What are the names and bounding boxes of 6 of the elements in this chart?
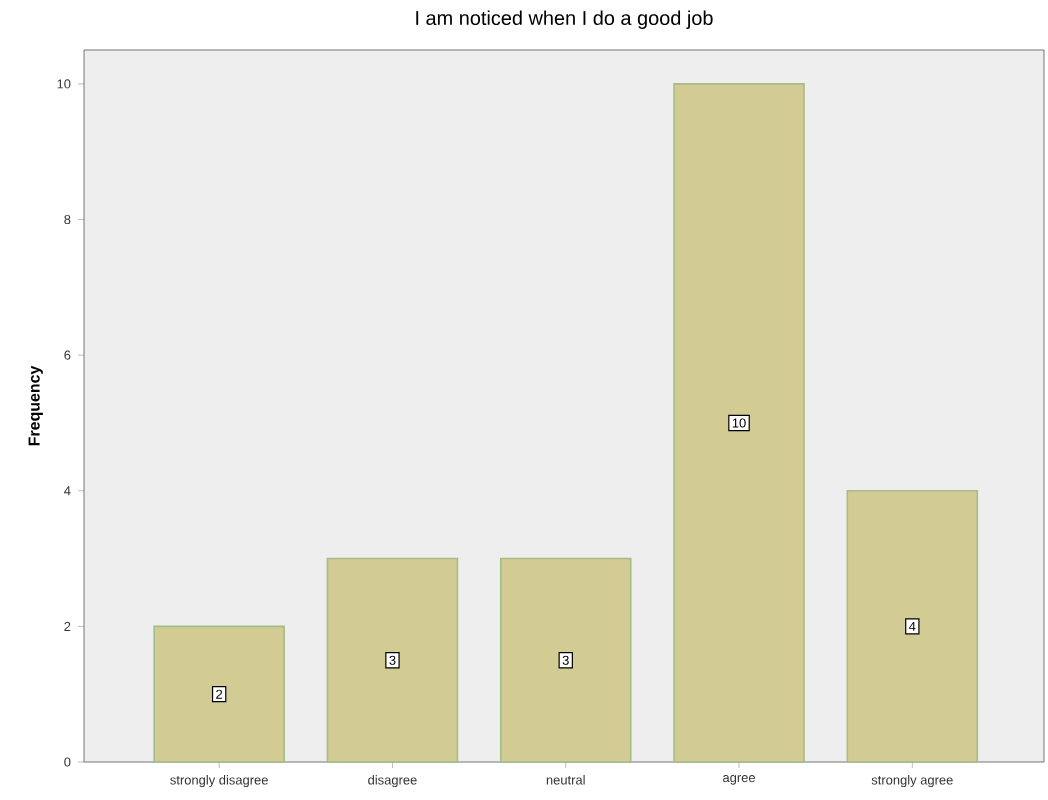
bar [846, 489, 979, 763]
bar [499, 557, 632, 763]
bar [153, 625, 285, 763]
bar [326, 557, 459, 763]
chart-title: I am noticed when I do a good job [416, 10, 713, 29]
bar [673, 83, 805, 763]
